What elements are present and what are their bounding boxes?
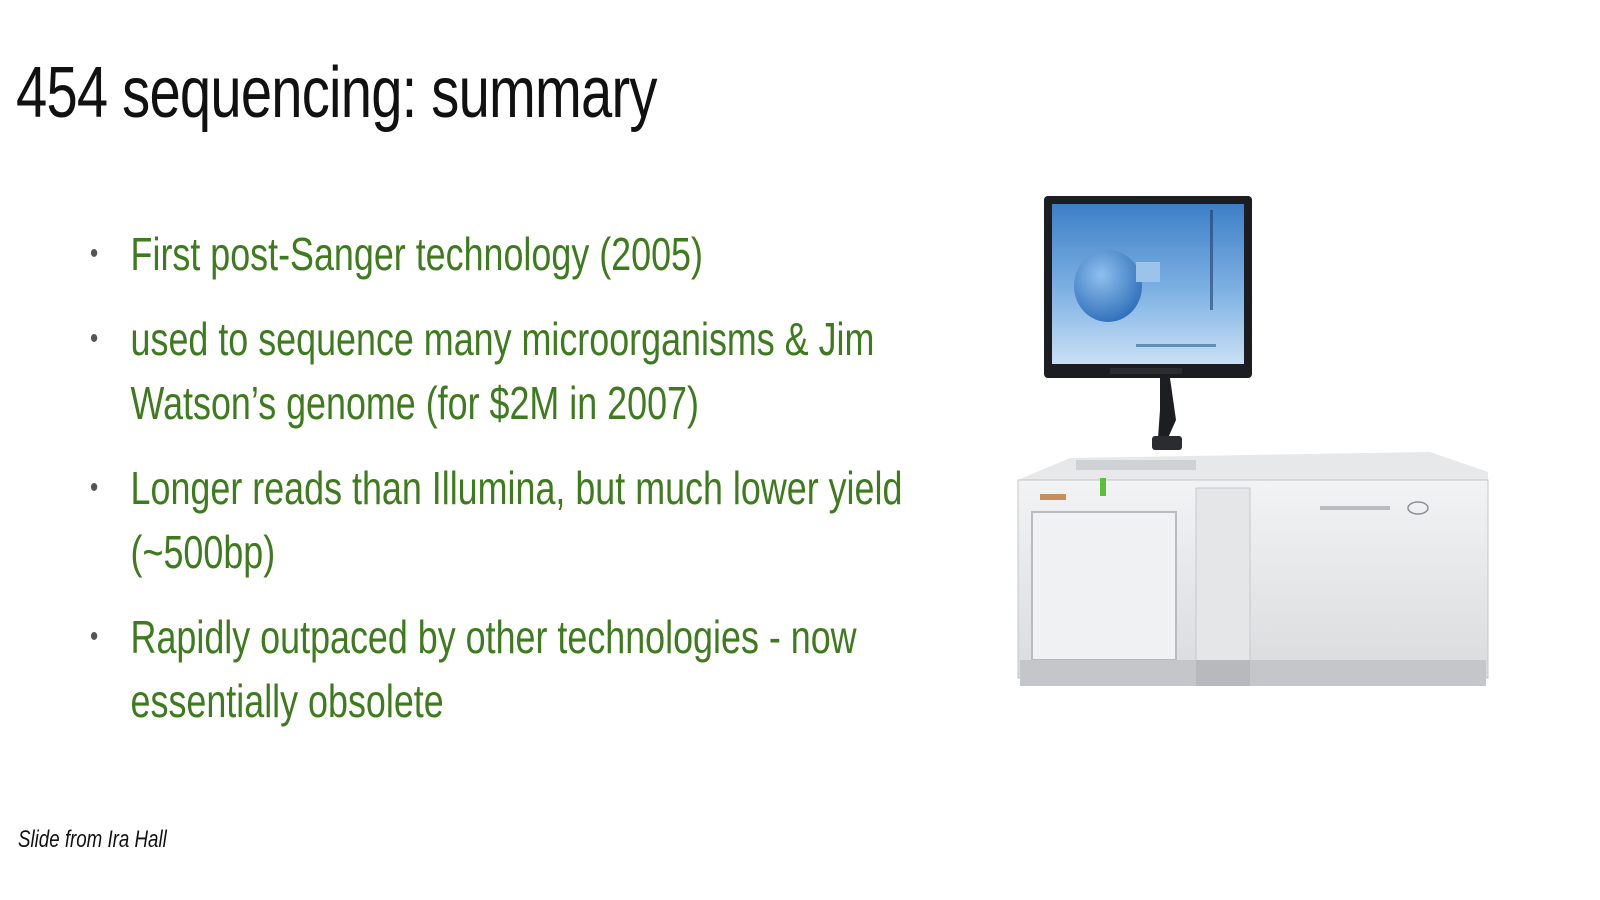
sequencer-instrument-icon — [1017, 196, 1489, 686]
bullet-item: • used to sequence many microorganisms & … — [90, 307, 1010, 435]
bullet-dot-icon: • — [90, 237, 99, 270]
bullet-dot-icon: • — [90, 322, 99, 355]
slide-title: 454 sequencing: summary — [16, 53, 658, 133]
bullet-dot-icon: • — [90, 620, 99, 653]
bullet-text: Longer reads than Illumina, but much low… — [130, 462, 903, 578]
bullet-text: Rapidly outpaced by other technologies -… — [130, 611, 857, 727]
bullet-item: • Rapidly outpaced by other technologies … — [90, 605, 1010, 733]
bullet-item: • First post-Sanger technology (2005) — [90, 222, 1010, 286]
bullet-text: used to sequence many microorganisms & J… — [130, 313, 875, 429]
bullet-text: First post-Sanger technology (2005) — [130, 228, 703, 280]
bullet-list: • First post-Sanger technology (2005) • us… — [90, 222, 1010, 754]
slide-credit: Slide from Ira Hall — [18, 826, 167, 853]
bullet-dot-icon: • — [90, 471, 99, 504]
bullet-item: • Longer reads than Illumina, but much lo… — [90, 456, 1010, 584]
